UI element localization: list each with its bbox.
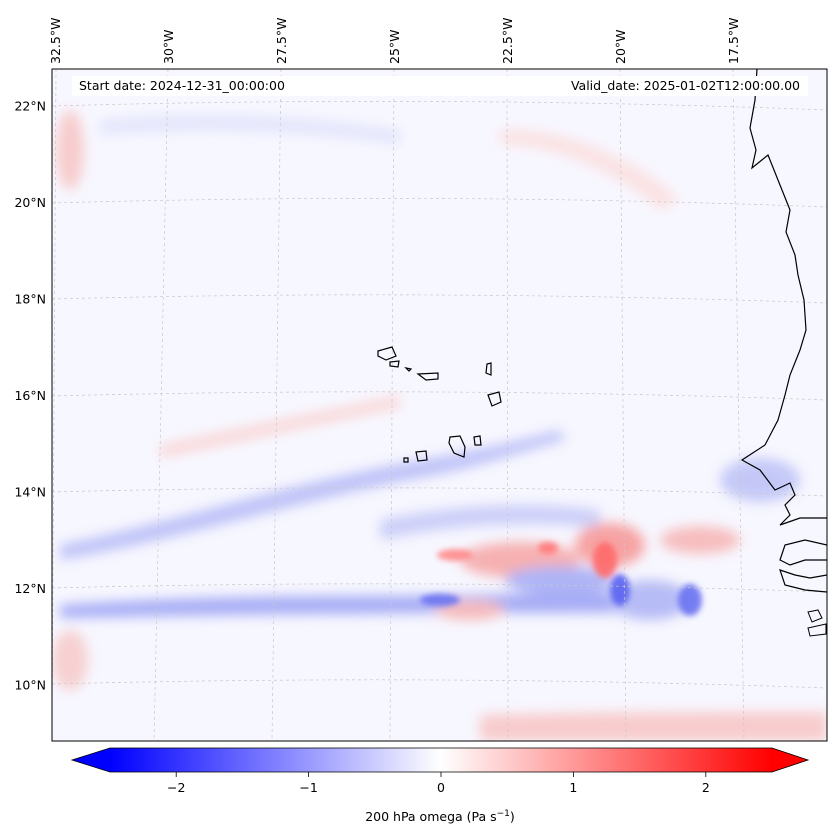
map-background (52, 69, 827, 741)
omega-red-patch-3 (435, 600, 505, 620)
colorbar-outline (70, 747, 810, 773)
island-santa-luzia (404, 367, 413, 372)
island-boa-vista (487, 391, 502, 407)
meridian-30W (153, 69, 169, 741)
island-sao-nicolau (416, 372, 439, 381)
omega-core-red-1 (593, 542, 617, 578)
colorbar-ticks: −2 −1 0 1 2 (167, 772, 710, 795)
meridian-27.5W (271, 69, 282, 741)
omega-red-band-northeast (500, 129, 680, 210)
omega-core-red-3 (437, 549, 473, 561)
map-panel: Start date: 2024-12-31_00:00:00 Valid_da… (52, 69, 827, 741)
graticule (52, 69, 827, 741)
omega-core-blue-2 (420, 594, 460, 606)
cape-verde-islands (377, 346, 502, 463)
lon-label-2: 27.5°W (274, 18, 289, 64)
africa-coastline (740, 69, 827, 526)
lat-label-6: 10°N (14, 678, 46, 693)
colorbar-tick-label-4: 2 (702, 780, 710, 795)
map-frame (51, 68, 828, 742)
parallel-20N (52, 197, 827, 208)
lat-label-4: 14°N (14, 485, 46, 500)
island-brava (403, 457, 409, 463)
lon-label-6: 17.5°W (726, 18, 741, 64)
guinea-bissau-coast (779, 569, 827, 593)
colorbar-extend-min (72, 748, 110, 772)
lon-label-4: 22.5°W (500, 18, 515, 64)
parallel-14N (52, 487, 827, 497)
island-sao-vicente (389, 360, 400, 368)
lat-label-3: 16°N (14, 388, 46, 403)
omega-red-patch-4 (660, 526, 740, 554)
omega-red-band-mid (160, 395, 400, 458)
omega-blue-band-northwest (100, 114, 400, 145)
lat-label-0: 22°N (14, 99, 46, 114)
lon-label-0: 32.5°W (48, 18, 63, 64)
omega-blue-band-south (60, 590, 660, 618)
header-box (72, 76, 808, 96)
meridian-20W (619, 69, 627, 741)
omega-core-blue-1 (610, 574, 630, 606)
omega-blue-band-mid (380, 504, 600, 540)
bijagos-islands (807, 609, 827, 637)
colorbar-tick-label-0: −2 (167, 780, 185, 795)
island-santo-antao (377, 346, 397, 361)
island-sal (485, 362, 492, 376)
lon-label-1: 30°W (161, 29, 176, 64)
lon-label-3: 25°W (387, 29, 402, 64)
omega-red-patch-west (56, 110, 84, 190)
omega-detail (420, 542, 702, 616)
lat-label-5: 12°N (14, 581, 46, 596)
omega-blue-patch-1 (505, 566, 615, 594)
island-maio (473, 435, 482, 446)
lon-label-5: 20°W (613, 29, 628, 64)
colorbar: −2 −1 0 1 2 200 hPa omega (Pa s−1) (70, 747, 810, 824)
colorbar-label: 200 hPa omega (Pa s−1) (365, 809, 515, 824)
lat-labels: 22°N 20°N 18°N 16°N 14°N 12°N 10°N (14, 99, 46, 693)
colorbar-tick-label-2: 0 (437, 780, 445, 795)
meridian-25W (389, 69, 395, 741)
omega-blue-band-north (60, 430, 565, 560)
parallel-22N (52, 100, 827, 111)
island-santiago (448, 435, 466, 458)
parallel-16N (52, 391, 827, 401)
parallel-10N (52, 679, 827, 689)
senegal-gambia-coast (779, 539, 827, 566)
valid-date-label: Valid_date: 2025-01-02T12:00:00.00 (571, 78, 800, 93)
meridian-22.5W (506, 69, 509, 741)
parallel-18N (52, 294, 827, 304)
meridian-32.5W (52, 69, 57, 741)
omega-blue-patch-3 (720, 458, 800, 502)
omega-core-red-2 (538, 542, 558, 554)
omega-red-band-south (480, 712, 827, 741)
island-fogo (415, 450, 428, 462)
colorbar-tick-label-3: 1 (569, 780, 577, 795)
colorbar-tick-label-1: −1 (299, 780, 317, 795)
omega-red-patch-west-2 (52, 630, 88, 690)
lon-labels: 32.5°W 30°W 27.5°W 25°W 22.5°W 20°W 17.5°W (48, 18, 741, 64)
colorbar-extend-max (772, 748, 808, 772)
lat-label-2: 18°N (14, 292, 46, 307)
lat-label-1: 20°N (14, 195, 46, 210)
start-date-label: Start date: 2024-12-31_00:00:00 (79, 78, 285, 93)
parallel-12N (52, 583, 827, 593)
meridian-17.5W (732, 69, 745, 741)
colorbar-gradient (110, 748, 772, 772)
omega-core-blue-3 (678, 584, 702, 616)
